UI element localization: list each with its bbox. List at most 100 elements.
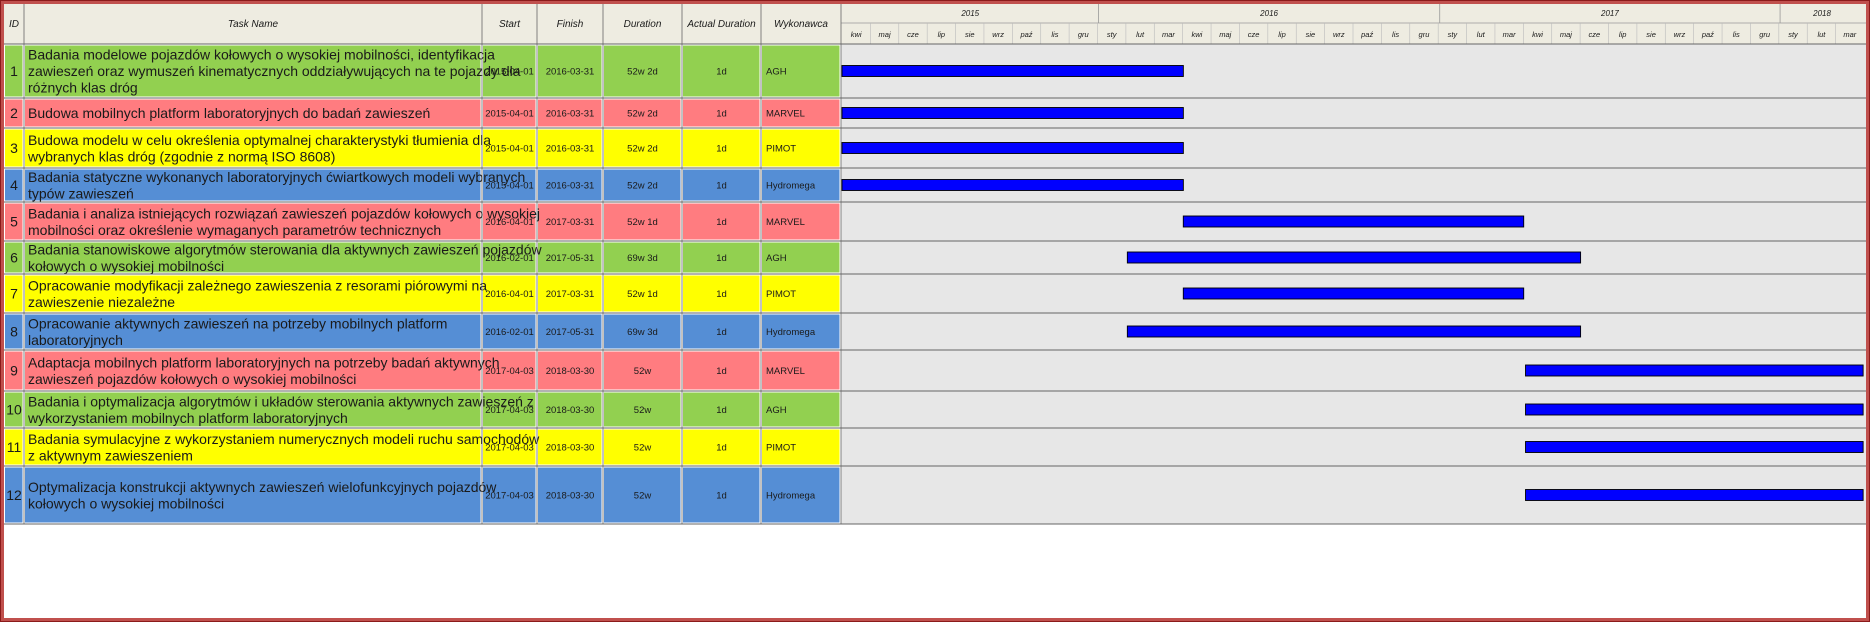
task-cell [25, 392, 481, 427]
task-duration: 52w 2d [627, 144, 658, 155]
task-contractor: PIMOT [766, 289, 796, 300]
task-name: Badania statyczne wykonanych laboratoryj… [28, 169, 525, 185]
task-name: Budowa modelu w celu określenia optymaln… [28, 132, 491, 148]
task-contractor: PIMOT [766, 443, 796, 454]
task-finish: 2017-03-31 [546, 289, 595, 300]
task-cell [538, 99, 602, 127]
task-cell [604, 129, 681, 167]
task-name: wykorzystaniem mobilnych platform labora… [27, 410, 348, 426]
month-label: lip [1278, 30, 1286, 39]
task-id: 6 [10, 250, 18, 266]
task-finish: 2018-03-30 [546, 443, 595, 454]
month-label: cze [1248, 30, 1260, 39]
task-cell [483, 129, 536, 167]
task-cell [5, 169, 23, 201]
gantt-bar [1525, 364, 1864, 377]
task-actual-duration: 1d [716, 181, 727, 192]
task-name: Optymalizacja konstrukcji aktywnych zawi… [28, 479, 497, 495]
month-label: sty [1448, 30, 1459, 39]
gantt-bar [841, 142, 1184, 154]
task-cell [762, 314, 840, 349]
month-label: gru [1759, 30, 1771, 39]
task-cell [683, 45, 760, 97]
task-duration: 52w 2d [627, 181, 658, 192]
task-cell [762, 45, 840, 97]
task-cell [25, 169, 481, 201]
task-cell [5, 99, 23, 127]
task-duration: 52w [634, 366, 652, 377]
task-contractor: MARVEL [766, 109, 805, 120]
task-cell [604, 351, 681, 390]
task-cell [538, 275, 602, 312]
task-name: typów zawieszeń [28, 185, 134, 201]
task-start: 2015-04-01 [485, 67, 534, 78]
gantt-bar [1126, 325, 1582, 338]
task-cell [604, 169, 681, 201]
gantt-bar [841, 65, 1184, 77]
task-contractor: Hydromega [766, 327, 816, 338]
task-contractor: PIMOT [766, 144, 796, 155]
task-name: wybranych klas dróg (zgodnie z normą ISO… [27, 148, 335, 164]
task-cell [762, 275, 840, 312]
task-cell [604, 429, 681, 465]
task-finish: 2017-03-31 [546, 217, 595, 228]
month-label: paź [1701, 30, 1714, 39]
task-name: kołowych o wysokiej mobilności [28, 495, 224, 511]
task-cell [538, 429, 602, 465]
task-cell [604, 314, 681, 349]
task-cell [483, 99, 536, 127]
task-finish: 2017-05-31 [546, 253, 595, 264]
task-cell [5, 275, 23, 312]
task-cell [25, 242, 481, 273]
task-cell [483, 242, 536, 273]
year-label: 2017 [1600, 9, 1619, 18]
column-header-contractor: Wykonawca [774, 19, 828, 30]
task-cell [483, 392, 536, 427]
task-duration: 69w 3d [627, 253, 658, 264]
month-label: maj [879, 30, 891, 39]
task-cell [5, 392, 23, 427]
task-name: zawieszeń pojazdów kołowych o wysokiej m… [28, 371, 356, 387]
task-actual-duration: 1d [716, 443, 727, 454]
task-id: 11 [7, 439, 22, 455]
month-label: lis [1733, 30, 1740, 39]
task-name: Badania modelowe pojazdów kołowych o wys… [28, 47, 495, 63]
task-duration: 69w 3d [627, 327, 658, 338]
month-label: lut [1136, 30, 1145, 39]
column-header-id: ID [9, 19, 19, 30]
task-name: zawieszeń oraz wymuszeń kinematycznych o… [28, 63, 521, 79]
task-duration: 52w 2d [627, 67, 658, 78]
month-label: sie [1646, 30, 1656, 39]
task-cell [538, 314, 602, 349]
task-cell [604, 242, 681, 273]
month-label: paź [1019, 30, 1032, 39]
task-start: 2017-04-03 [485, 366, 534, 377]
task-cell [483, 351, 536, 390]
gantt-bar [841, 107, 1184, 119]
task-actual-duration: 1d [716, 289, 727, 300]
month-label: sie [965, 30, 975, 39]
gantt-bar [1525, 489, 1864, 501]
task-name: Budowa mobilnych platform laboratoryjnyc… [28, 105, 430, 121]
task-name: zawieszenie niezależne [28, 294, 175, 310]
month-label: cze [1588, 30, 1600, 39]
month-label: sty [1107, 30, 1118, 39]
task-start: 2017-04-03 [485, 491, 534, 502]
task-finish: 2017-05-31 [546, 327, 595, 338]
task-cell [538, 129, 602, 167]
month-label: lut [1817, 30, 1826, 39]
task-cell [538, 351, 602, 390]
task-cell [5, 429, 23, 465]
task-actual-duration: 1d [716, 109, 727, 120]
task-actual-duration: 1d [716, 405, 727, 416]
month-label: lis [1392, 30, 1399, 39]
task-finish: 2016-03-31 [546, 181, 595, 192]
task-duration: 52w [634, 491, 652, 502]
column-header-duration: Duration [624, 19, 662, 30]
task-cell [683, 275, 760, 312]
task-name: Opracowanie aktywnych zawieszeń na potrz… [28, 315, 447, 331]
task-cell [683, 467, 760, 523]
task-cell [483, 429, 536, 465]
month-label: gru [1078, 30, 1090, 39]
task-cell [762, 203, 840, 240]
